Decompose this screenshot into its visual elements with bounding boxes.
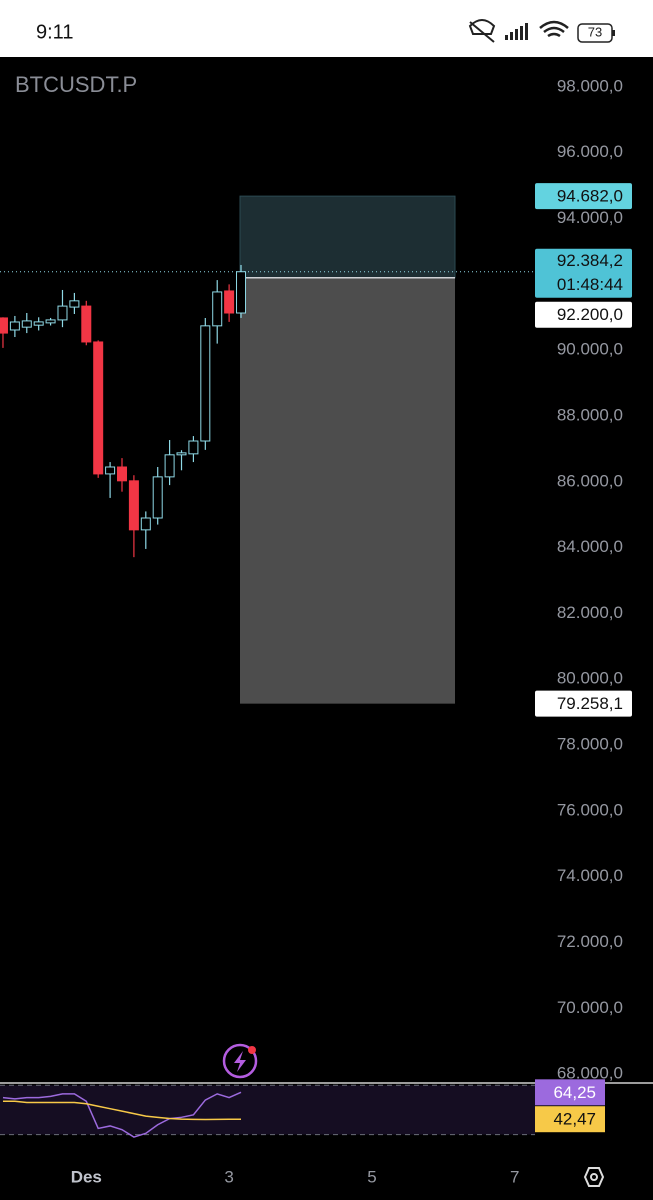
y-tick-label: 84.000,0 xyxy=(557,537,623,556)
last-price-tag xyxy=(535,248,632,298)
battery-level: 73 xyxy=(588,24,602,39)
stop-tag xyxy=(535,183,632,210)
candle-body xyxy=(176,452,187,456)
settings-button[interactable] xyxy=(583,1167,605,1187)
candle-body xyxy=(0,317,8,334)
y-tick-label: 76.000,0 xyxy=(557,800,623,819)
y-tick-label: 80.000,0 xyxy=(557,669,623,688)
candle-body xyxy=(33,321,44,326)
y-tick-label: 98.000,0 xyxy=(557,76,623,95)
y-tick-label: 82.000,0 xyxy=(557,603,623,622)
clock: 9:11 xyxy=(36,21,73,43)
status-bar xyxy=(0,0,653,57)
target-zone xyxy=(240,277,455,704)
candle-body xyxy=(236,271,247,314)
y-tick-label: 88.000,0 xyxy=(557,405,623,424)
price-pane: 98.000,096.000,094.000,092.000,090.000,0… xyxy=(0,76,623,1083)
rsi-line xyxy=(2,1100,242,1121)
candle-body xyxy=(116,466,127,482)
candle-body xyxy=(105,466,116,475)
candle-body xyxy=(21,320,32,328)
candle-body xyxy=(164,454,175,478)
x-tick-label: Des xyxy=(71,1167,102,1186)
entry-tag xyxy=(535,301,632,328)
candle-body xyxy=(152,476,163,519)
candle-body xyxy=(81,305,92,343)
y-tick-label: 68.000,0 xyxy=(557,1064,623,1083)
y-tick-label: 72.000,0 xyxy=(557,932,623,951)
y-tick-label: 90.000,0 xyxy=(557,340,623,359)
candle-body xyxy=(212,291,223,327)
rsi-tag-label: 64,25 xyxy=(553,1083,596,1102)
y-tick-label: 74.000,0 xyxy=(557,866,623,885)
x-tick-label: 7 xyxy=(510,1167,519,1186)
entry-tag-label: 92.200,0 xyxy=(557,305,623,324)
x-tick-label: 3 xyxy=(224,1167,233,1186)
rsi-line xyxy=(2,1091,242,1138)
candle-body xyxy=(128,480,139,531)
rsi-tag-label: 42,47 xyxy=(553,1110,596,1129)
candle-body xyxy=(200,325,211,442)
y-tick-label: 86.000,0 xyxy=(557,471,623,490)
status-icons xyxy=(468,19,615,43)
candle-body xyxy=(45,319,56,324)
y-tick-label: 70.000,0 xyxy=(557,998,623,1017)
candle-body xyxy=(188,440,199,455)
target-tag xyxy=(535,690,632,717)
candle-body xyxy=(57,305,68,321)
candle-body xyxy=(93,341,104,475)
countdown: 01:48:44 xyxy=(557,275,623,294)
candle-body xyxy=(140,517,151,531)
symbol: BTCUSDT.P xyxy=(15,72,137,97)
candle-body xyxy=(9,321,20,331)
candle-body xyxy=(224,290,235,314)
y-tick-label: 78.000,0 xyxy=(557,735,623,754)
rsi-tag xyxy=(535,1079,605,1106)
rsi-tag xyxy=(535,1106,605,1133)
last-price-label: 92.384,2 xyxy=(557,251,623,270)
stop-tag-label: 94.682,0 xyxy=(557,187,623,206)
rsi-band xyxy=(0,1085,535,1135)
target-tag-label: 79.258,1 xyxy=(557,694,623,713)
x-tick-label: 5 xyxy=(367,1167,376,1186)
candle-body xyxy=(69,300,80,308)
alert-button[interactable] xyxy=(222,1043,258,1079)
stop-zone xyxy=(239,195,456,279)
y-tick-label: 94.000,0 xyxy=(557,208,623,227)
y-tick-label: 96.000,0 xyxy=(557,142,623,161)
